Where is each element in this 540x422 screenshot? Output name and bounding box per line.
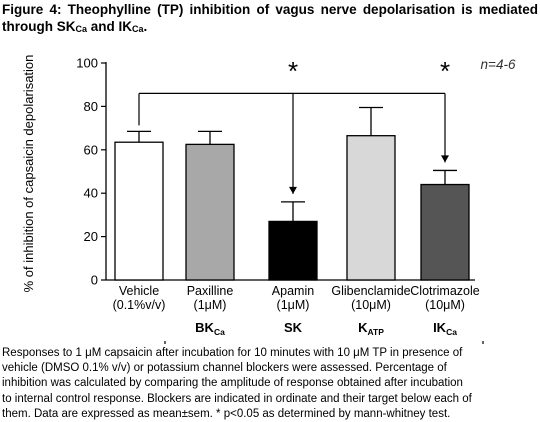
- channel-label: IKCa: [433, 320, 457, 337]
- y-tick-label: 20: [84, 229, 98, 244]
- x-tick-label: (10μM): [425, 298, 465, 312]
- caption-line-5: them. Data are expressed as mean±sem. * …: [2, 407, 451, 420]
- y-tick-label: 80: [84, 99, 98, 114]
- x-tick-label: Vehicle: [119, 284, 159, 298]
- x-tick-label: Apamin: [272, 284, 314, 298]
- x-tick-label: (10μM): [351, 298, 391, 312]
- x-tick-label: (1μM): [194, 298, 227, 312]
- significance-asterisk: *: [288, 56, 298, 86]
- figure-title-main: Theophylline (TP) inhibition of vagus ne…: [2, 2, 538, 34]
- channel-label: SK: [284, 320, 303, 335]
- caption-line-2: vehicle (DMSO 0.1% v/v) or potassium cha…: [2, 362, 447, 375]
- y-tick-label: 0: [91, 273, 98, 288]
- figure-caption: Responses to 1 μM capsaicin after incuba…: [2, 346, 538, 422]
- significance-asterisk: *: [440, 56, 450, 86]
- caption-line-3: inhibition was calculated by comparing t…: [2, 377, 463, 390]
- bar-chart: 0 20 40 60 80 100 % of inhibition of capsaicin…: [21, 55, 516, 344]
- x-tick-label: Clotrimazole: [410, 284, 480, 298]
- figure-label: Figure 4:: [2, 2, 62, 17]
- n-label: n=4-6: [481, 57, 516, 72]
- bar: [185, 143, 235, 281]
- y-tick-label: 60: [84, 142, 98, 157]
- figure-title-sub-2: Ca: [132, 24, 144, 34]
- bar: [346, 135, 396, 281]
- caption-line-4: to internal control response. Blockers a…: [2, 392, 472, 405]
- comparison-arrow-head: [289, 186, 297, 194]
- bar: [268, 220, 318, 281]
- figure-title-sub-1: Ca: [75, 24, 88, 34]
- y-axis-label: % of inhibition of capsaicin depolarisat…: [21, 55, 36, 293]
- caption-line-1: Responses to 1 μM capsaicin after incuba…: [2, 347, 463, 359]
- figure-title-and: and IK: [87, 19, 133, 34]
- x-tick-label: Glibenclamide: [331, 284, 410, 298]
- y-tick-label: 40: [84, 186, 98, 201]
- channel-label: BKCa: [195, 320, 225, 337]
- figure-title: Figure 4: Theophylline (TP) inhibition o…: [2, 1, 538, 38]
- comparison-arrow-head: [441, 155, 449, 163]
- bar: [420, 183, 470, 281]
- y-tick-label: 100: [76, 56, 98, 71]
- channel-label: KATP: [358, 320, 384, 337]
- x-tick-label: (0.1%v/v): [113, 298, 166, 312]
- x-tick-label: (1μM): [277, 298, 310, 312]
- figure-title-end: .: [143, 19, 148, 34]
- bar: [114, 141, 164, 281]
- x-tick-label: Paxilline: [187, 284, 234, 298]
